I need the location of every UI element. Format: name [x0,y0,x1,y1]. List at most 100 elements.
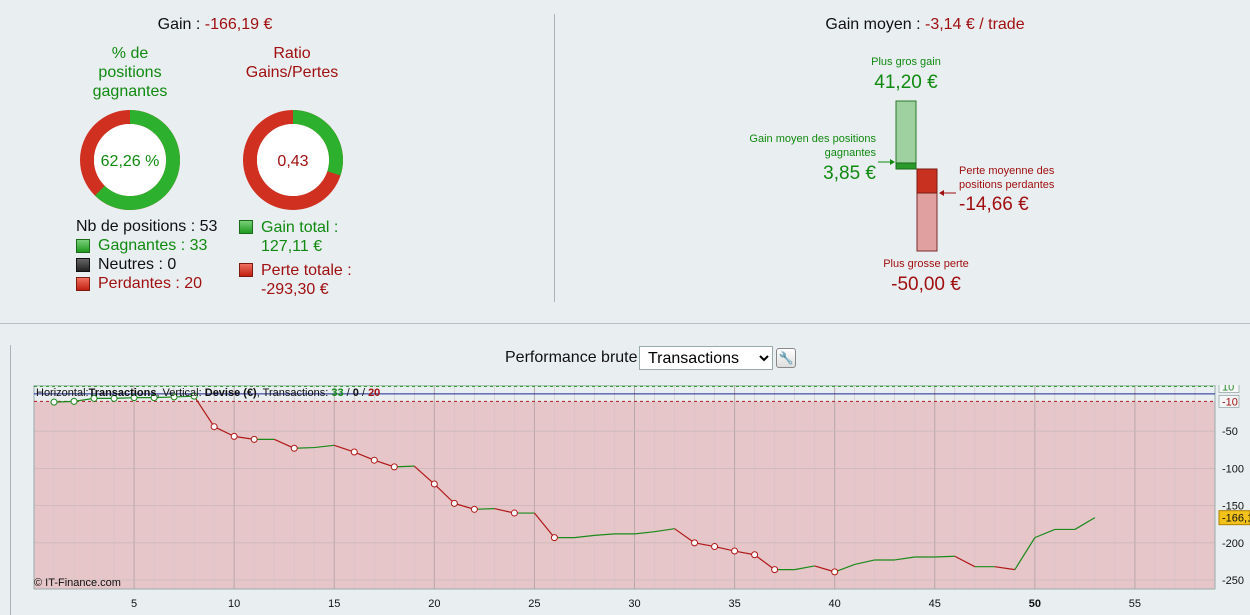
neutral-count: Neutres : 0 [98,256,177,273]
header-t-label: , Transactions: [257,387,329,399]
wrench-icon[interactable]: 🔧 [776,348,796,368]
nb-positions: Nb de positions : 53 [76,218,218,235]
win-percent-value: 62,26 % [101,153,160,170]
ratio-title: Ratio Gains/Pertes [222,44,362,82]
x-tick-label: 5 [131,598,137,610]
series-segment [533,512,555,539]
plus-gros-gain-value: 41,20 € [874,72,938,93]
x-tick-label: 15 [328,598,340,610]
win-title-line2: positions [98,64,162,81]
series-segment [954,555,976,568]
horizontal-divider [0,323,1250,324]
gain-summary: Gain : -166,19 € [0,16,430,34]
header-sep1: / [344,387,353,399]
gain-total-label: Gain total : [261,219,339,236]
gain-moyen-summary: Gain moyen : -3,14 € / trade [560,16,1250,34]
vertical-divider [554,14,555,302]
neutral-square-icon [76,258,90,272]
performance-title: Performance brute [505,349,638,366]
series-segment [413,465,435,485]
ratio-title-line2: Gains/Pertes [245,64,339,81]
x-tick-label: 35 [728,598,740,610]
y-tick-label: -50 [1222,426,1238,438]
plus-gros-gain-label: Plus gros gain [871,56,941,68]
series-point [110,394,118,402]
series-point [550,534,558,542]
series-point [250,435,258,443]
gain-moyen-pos-line1: Gain moyen des positions [749,133,876,145]
current-value-label: -166,1 [1222,513,1250,525]
loss-zone [34,401,1215,589]
header-v-value: Devise (€) [205,387,257,399]
losing-count: Perdantes : 20 [98,275,203,292]
series-segment [854,559,875,566]
series-point [711,543,719,551]
x-tick-label: 10 [228,598,240,610]
gain-avg-bar [895,162,917,170]
win-title-line3: gagnantes [92,83,168,100]
perte-moyenne-value: -14,66 € [959,194,1029,215]
ratio-donut: 0,43 [243,110,343,210]
x-tick-label: 50 [1029,598,1041,610]
gain-moyen-pos-line2: gagnantes [824,147,876,159]
series-point [210,423,218,431]
series-segment [794,565,815,571]
copyright: © IT-Finance.com [34,577,121,589]
gain-total: Gain total : 127,11 € [261,218,338,256]
gain-zone [34,385,1215,387]
gain-max-bar [895,100,917,170]
header-win-count: 33 [331,387,343,399]
chart-header: Horizontal:Transactions, Vertical: Devis… [36,387,380,399]
y-tick-label: -150 [1222,501,1244,513]
series-segment [674,528,695,544]
y-tick-label: -100 [1222,463,1244,475]
perte-totale-value: -293,30 € [261,281,329,298]
series-point [771,566,779,574]
series-segment [1014,537,1036,570]
header-v-label: , Vertical: [156,387,201,399]
series-point [831,568,839,576]
series-point [70,397,78,405]
plot-border [33,385,1216,590]
average-bars [878,100,956,252]
y-tick-label: 10 [1222,385,1234,393]
perte-totale: Perte totale : -293,30 € [261,261,352,299]
series-segment [354,451,375,461]
gain-total-value: 127,11 € [261,238,323,255]
x-tick-label: 20 [428,598,440,610]
perte-moyenne-line2: positions perdantes [959,179,1055,191]
series-segment [1074,517,1096,530]
gain-moyen-pos-label: Gain moyen des positions gagnantes [700,132,876,160]
series-point [350,448,358,456]
perte-totale-square-icon [239,263,253,277]
gain-moyen-value: -3,14 € / trade [924,16,1025,33]
y-tick-label: -10 [1222,396,1238,408]
performance-mode-select[interactable]: Transactions [639,346,773,370]
series-segment [1034,528,1056,539]
gain-total-square-icon [239,220,253,234]
series-point [170,393,178,401]
perte-moyenne-label: Perte moyenne des positions perdantes [959,164,1099,192]
series-point [130,394,138,402]
series-segment [314,444,335,449]
winning-square-icon [76,239,90,253]
series-point [150,394,158,402]
gain-value: -166,19 € [204,16,273,33]
series-segment [754,554,775,571]
series-segment [334,444,355,453]
series-point [450,499,458,507]
plus-grosse-perte-value: -50,00 € [891,274,961,295]
series-segment [374,459,395,468]
series-point [470,505,478,513]
series-segment [193,395,215,428]
header-sep2: / [359,387,368,399]
series-segment [834,563,855,573]
perte-moyenne-line1: Perte moyenne des [959,165,1055,177]
series-segment [574,534,595,539]
series-point [430,480,438,488]
performance-chart: 5 10 15 20 25 30 35 40 45 50 55 10 -10 -50 -100 -150 -2… [33,385,1250,610]
series-point [50,398,58,406]
x-tick-label: 30 [628,598,640,610]
chart-left-border [10,345,11,615]
series-segment [594,533,615,536]
